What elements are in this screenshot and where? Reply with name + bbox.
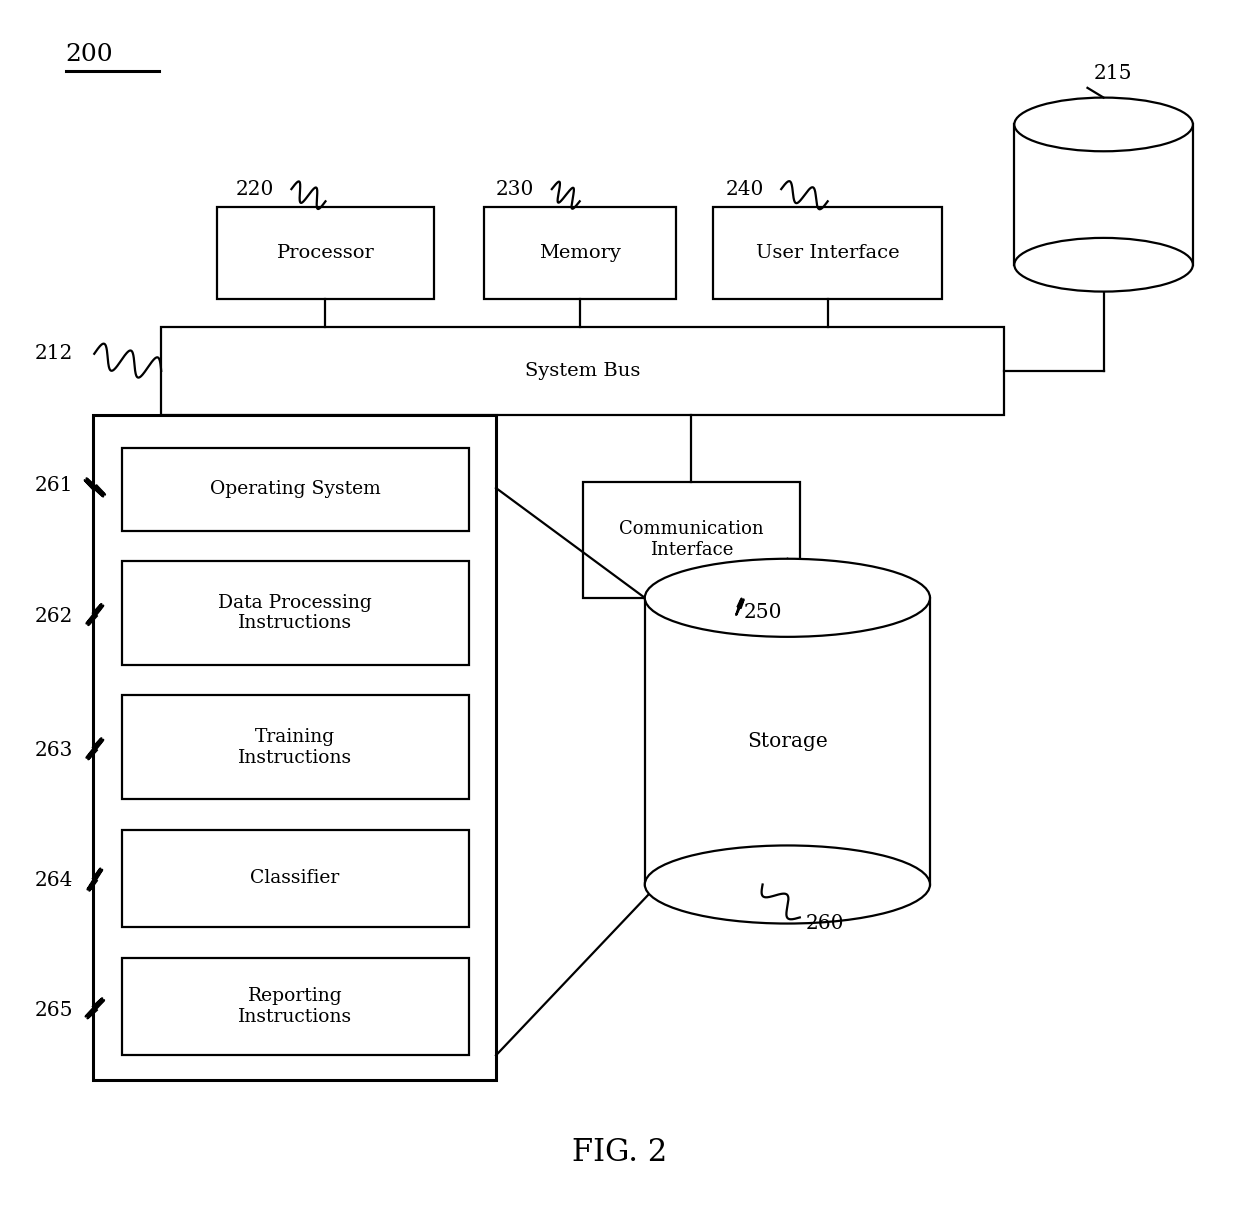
Text: 250: 250 — [744, 603, 782, 622]
Text: 212: 212 — [35, 344, 73, 364]
Text: 265: 265 — [35, 1000, 73, 1020]
Ellipse shape — [645, 559, 930, 637]
Text: Storage: Storage — [746, 732, 828, 750]
Text: 230: 230 — [496, 179, 534, 199]
FancyBboxPatch shape — [93, 415, 496, 1080]
Text: 263: 263 — [35, 741, 73, 760]
Text: Communication
Interface: Communication Interface — [619, 521, 764, 559]
FancyBboxPatch shape — [122, 448, 469, 531]
Text: Classifier: Classifier — [250, 870, 340, 887]
Text: 261: 261 — [35, 476, 73, 495]
FancyBboxPatch shape — [122, 695, 469, 799]
Text: Reporting
Instructions: Reporting Instructions — [238, 987, 352, 1026]
FancyBboxPatch shape — [713, 207, 942, 299]
Text: 262: 262 — [35, 606, 73, 626]
Text: Data Processing
Instructions: Data Processing Instructions — [218, 594, 372, 632]
Text: 215: 215 — [1094, 63, 1132, 83]
FancyBboxPatch shape — [122, 830, 469, 927]
FancyBboxPatch shape — [645, 598, 930, 884]
Text: Operating System: Operating System — [210, 481, 381, 498]
FancyBboxPatch shape — [583, 482, 800, 598]
FancyBboxPatch shape — [122, 958, 469, 1055]
Ellipse shape — [645, 845, 930, 924]
Ellipse shape — [1014, 238, 1193, 292]
Text: User Interface: User Interface — [756, 244, 899, 262]
Text: 240: 240 — [725, 179, 764, 199]
Text: 264: 264 — [35, 871, 73, 891]
Ellipse shape — [1014, 98, 1193, 151]
Text: 200: 200 — [66, 44, 113, 66]
Text: Processor: Processor — [277, 244, 374, 262]
FancyBboxPatch shape — [122, 561, 469, 665]
Text: 260: 260 — [806, 914, 844, 933]
Text: Training
Instructions: Training Instructions — [238, 728, 352, 766]
FancyBboxPatch shape — [217, 207, 434, 299]
Text: 220: 220 — [236, 179, 274, 199]
Text: Memory: Memory — [538, 244, 621, 262]
FancyBboxPatch shape — [161, 327, 1004, 415]
Text: System Bus: System Bus — [525, 362, 641, 379]
FancyBboxPatch shape — [1014, 124, 1193, 265]
Text: FIG. 2: FIG. 2 — [573, 1137, 667, 1169]
FancyBboxPatch shape — [484, 207, 676, 299]
